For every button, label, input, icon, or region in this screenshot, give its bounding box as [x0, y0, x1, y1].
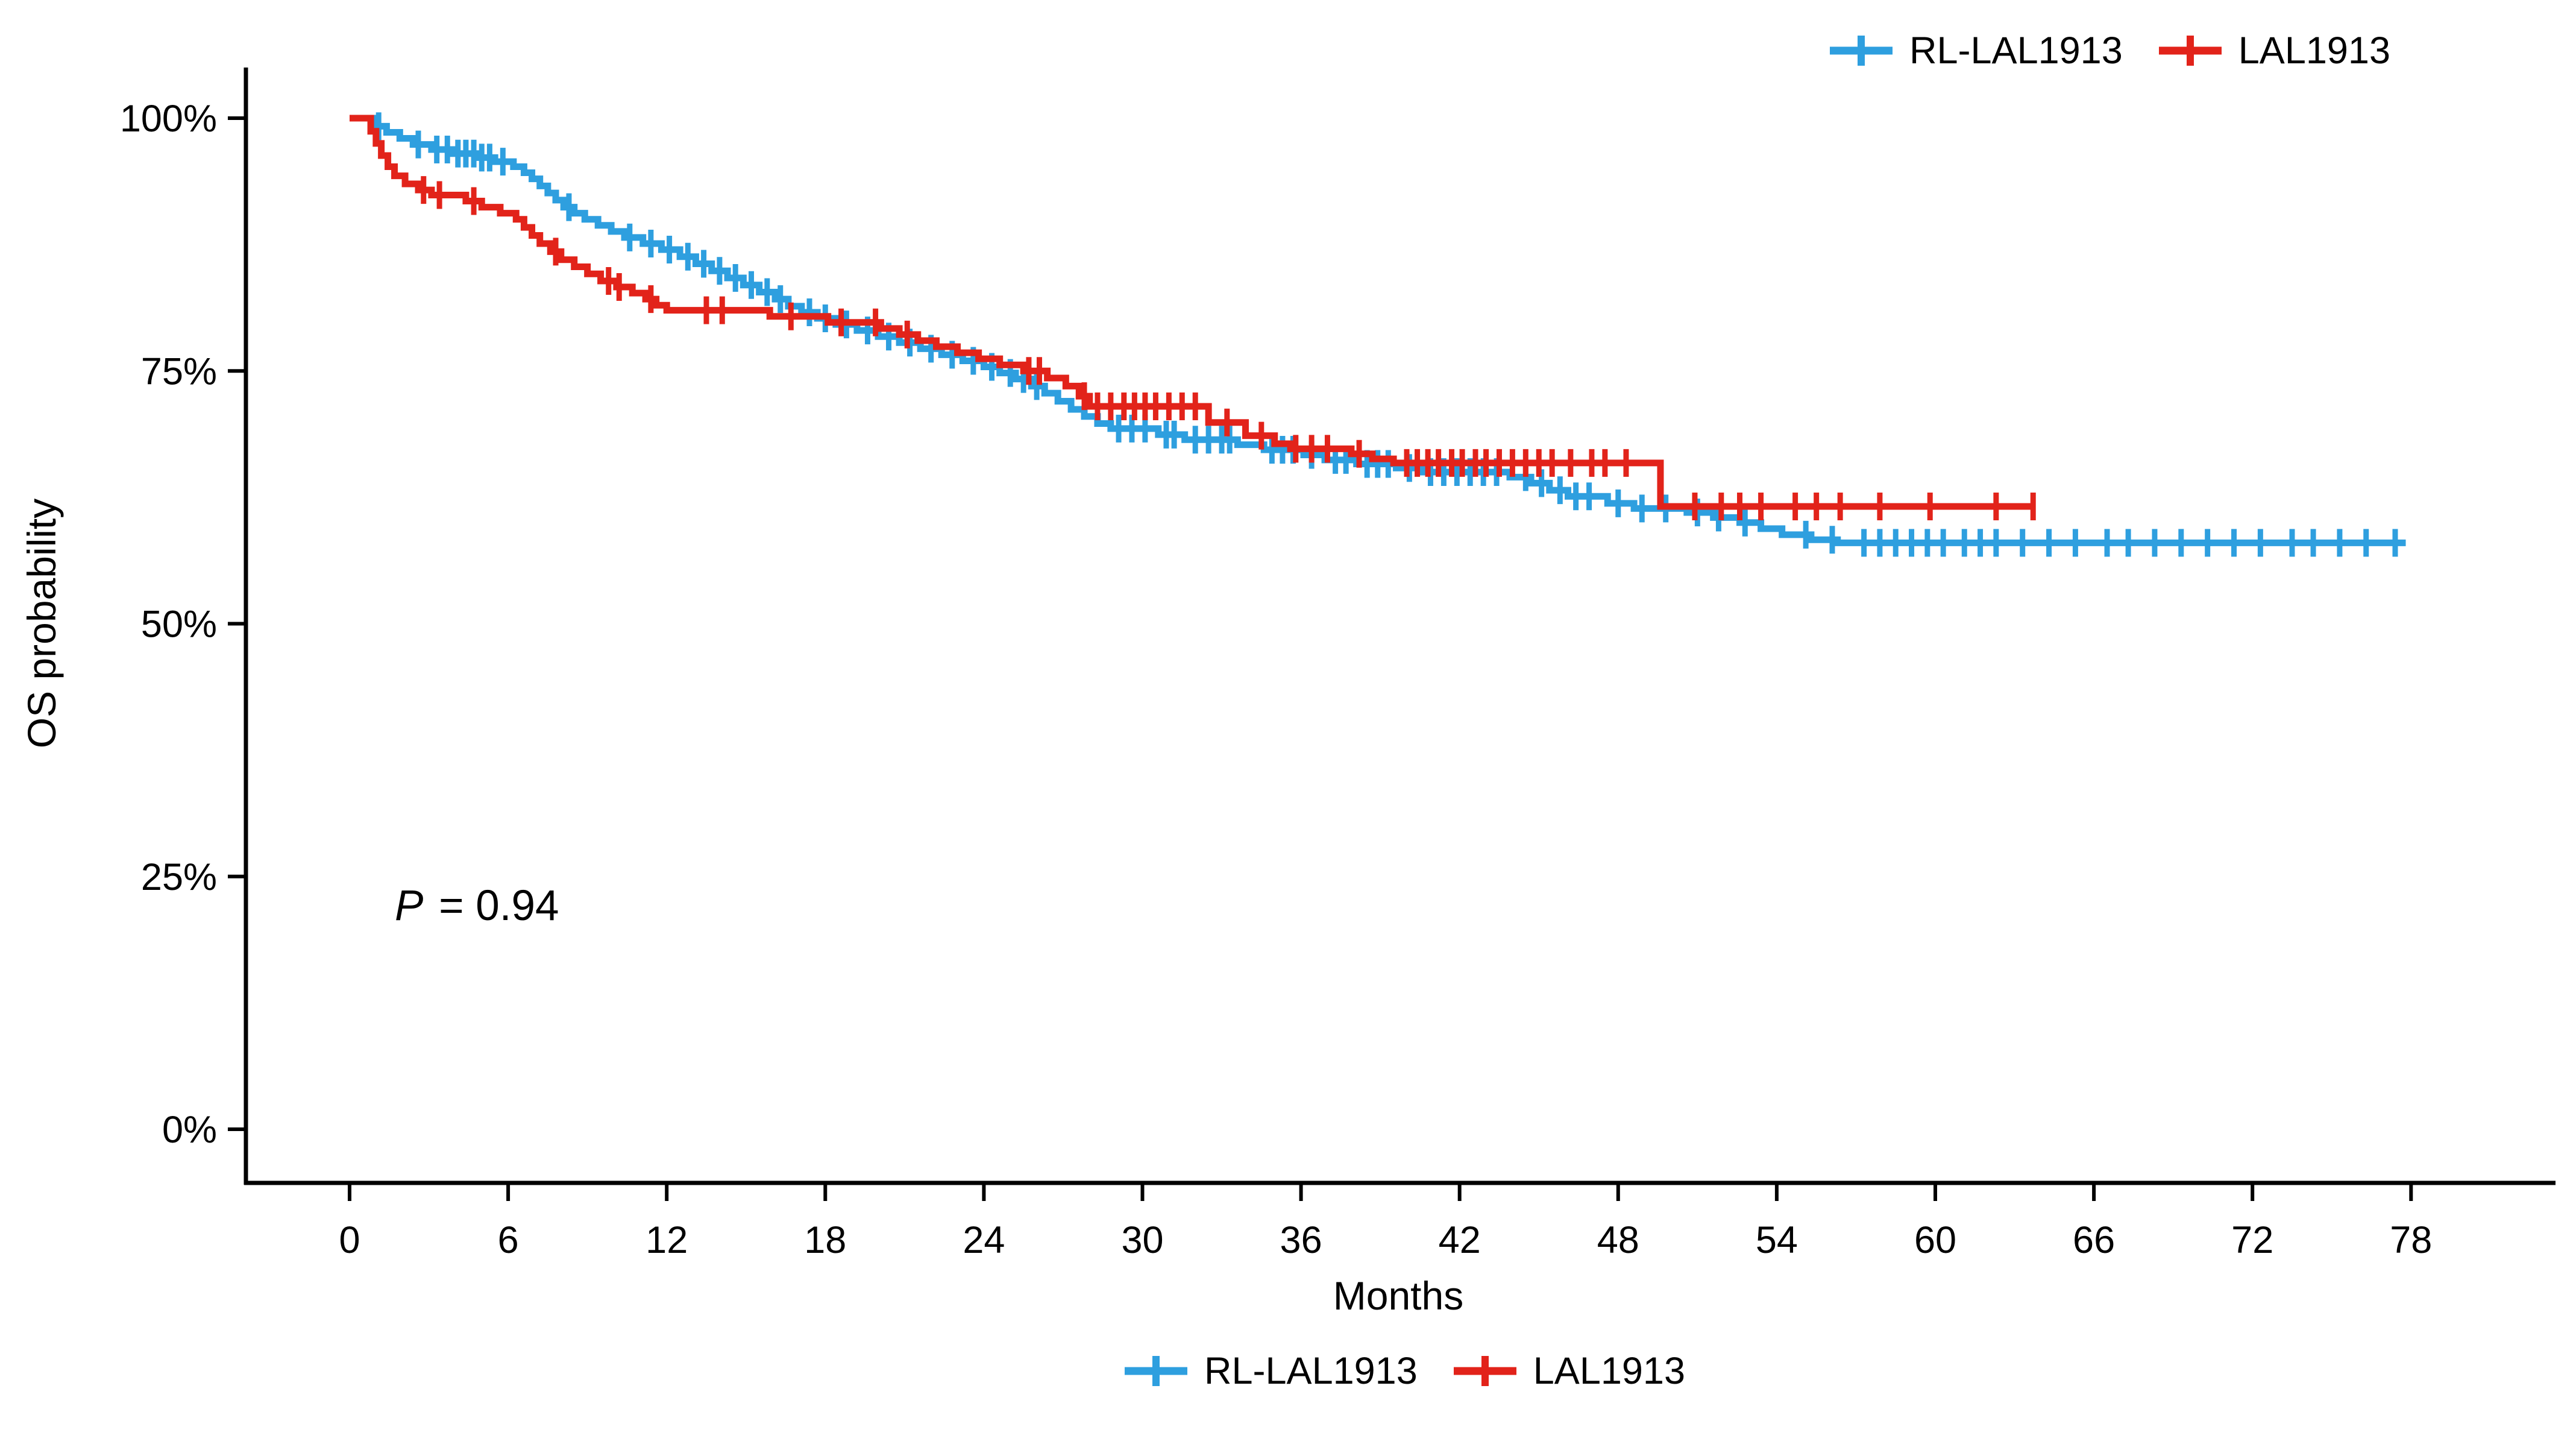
x-tick-label: 72 — [2231, 1219, 2273, 1261]
x-tick-label: 6 — [498, 1219, 519, 1261]
y-axis-title: OS probability — [19, 499, 64, 749]
legend-label: RL-LAL1913 — [1204, 1350, 1418, 1392]
p-value-label: P — [395, 882, 424, 930]
y-tick-label: 75% — [141, 350, 217, 392]
x-axis-title: Months — [1333, 1273, 1463, 1318]
legend-key-plus-icon — [1453, 1356, 1516, 1386]
y-tick-label: 50% — [141, 604, 217, 646]
x-tick-label: 54 — [1756, 1219, 1798, 1261]
survival-curves — [350, 112, 2406, 557]
x-tick-label: 66 — [2073, 1219, 2115, 1261]
legend-label: LAL1913 — [2238, 30, 2391, 72]
y-tick-label: 0% — [162, 1109, 217, 1151]
legend-top: RL-LAL1913 LAL1913 — [1829, 29, 2390, 72]
x-tick-label: 36 — [1280, 1219, 1322, 1261]
legend-item-lal1913: LAL1913 — [2158, 29, 2390, 72]
legend-key-plus-icon — [1124, 1356, 1187, 1386]
x-tick-label: 78 — [2390, 1219, 2432, 1261]
legend-bottom: RL-LAL1913 LAL1913 — [1123, 1349, 1685, 1393]
legend-item-lal1913: LAL1913 — [1453, 1349, 1685, 1393]
x-tick-label: 12 — [646, 1219, 688, 1261]
p-value-annotation: P = 0.94 — [395, 881, 559, 930]
x-tick-label: 24 — [963, 1219, 1005, 1261]
x-tick-label: 60 — [1914, 1219, 1956, 1261]
legend-label: LAL1913 — [1533, 1350, 1686, 1392]
legend-item-rl-lal1913: RL-LAL1913 — [1829, 29, 2123, 72]
legend-label: RL-LAL1913 — [1909, 30, 2123, 72]
tick-labels: 0 6 12 18 24 30 36 42 48 54 60 66 72 78 0% 25% 50% 75% 100… — [120, 98, 2432, 1261]
survival-curve-rl-lal1913 — [350, 115, 2406, 546]
legend-key-plus-icon — [2158, 36, 2222, 66]
y-tick-label: 100% — [120, 98, 217, 140]
x-tick-label: 18 — [804, 1219, 846, 1261]
x-tick-label: 30 — [1121, 1219, 1163, 1261]
x-tick-label: 0 — [339, 1219, 360, 1261]
legend-key-plus-icon — [1829, 36, 1893, 66]
legend-item-rl-lal1913: RL-LAL1913 — [1123, 1349, 1418, 1393]
survival-curve-lal1913 — [350, 115, 2034, 510]
x-tick-label: 48 — [1597, 1219, 1639, 1261]
y-tick-label: 25% — [141, 856, 217, 898]
axes — [228, 68, 2556, 1201]
x-tick-label: 42 — [1439, 1219, 1481, 1261]
p-value-text: = 0.94 — [427, 882, 559, 930]
